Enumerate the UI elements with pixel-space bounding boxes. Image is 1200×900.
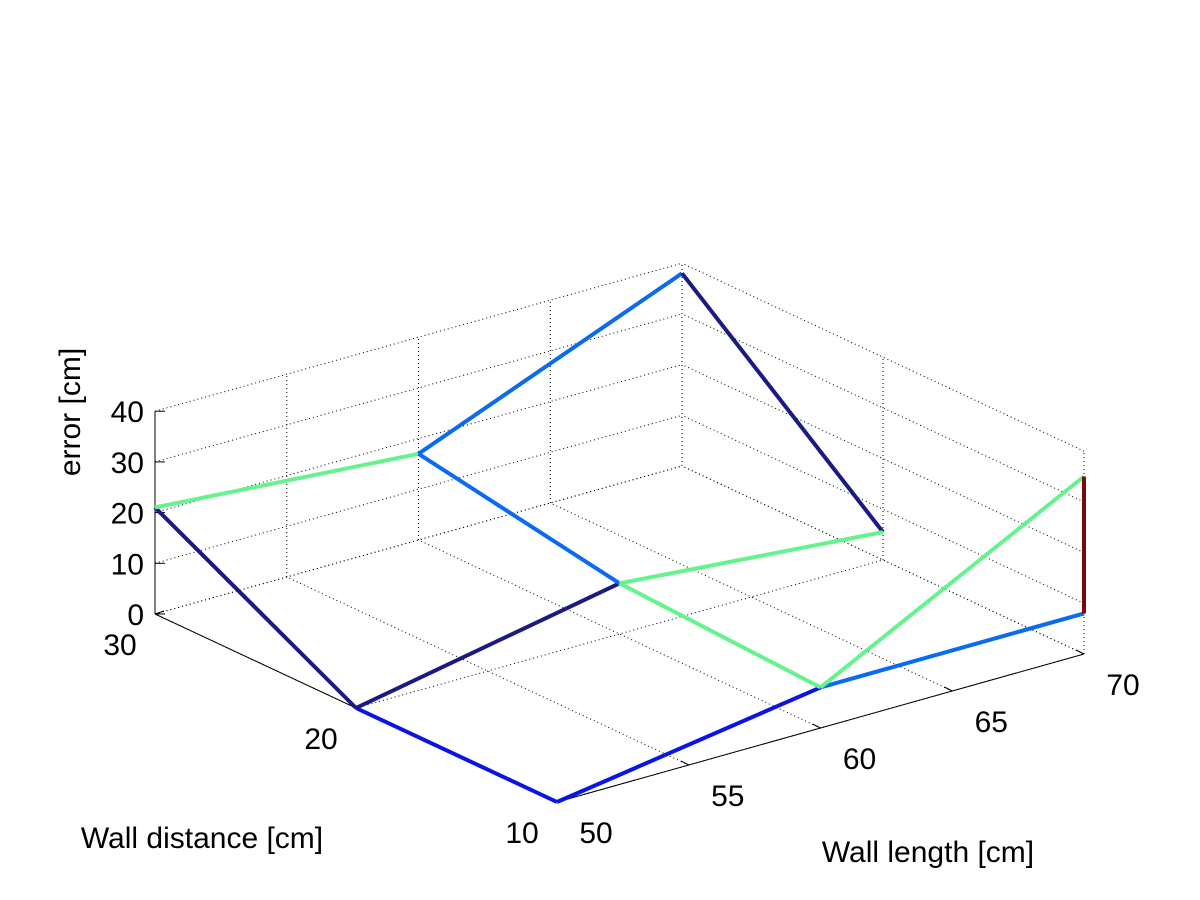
- data-segment: [680, 272, 885, 534]
- axes-layer: [154, 411, 1085, 803]
- back-wall-grid-line: [154, 414, 683, 564]
- y-tick-label: 10: [505, 817, 538, 850]
- back-wall-grid-line: [154, 465, 683, 615]
- x-tick-label: 65: [975, 706, 1008, 739]
- floor-grid-line: [355, 559, 884, 709]
- data-segment: [618, 581, 822, 690]
- floor-grid-line: [550, 502, 953, 692]
- grid-layer: [154, 262, 1085, 803]
- x-tick-mark: [680, 760, 690, 766]
- data-segment: [153, 506, 358, 710]
- data-segment: [355, 581, 621, 710]
- z-tick-label: 20: [111, 498, 144, 531]
- y-tick-label: 20: [304, 723, 337, 756]
- x-tick-label: 60: [843, 743, 876, 776]
- x-tick-label: 70: [1106, 669, 1139, 702]
- back-wall-grid-line: [154, 313, 683, 463]
- x-tick-mark: [1075, 649, 1085, 655]
- data-segment: [556, 685, 822, 804]
- data-segment: [355, 706, 558, 804]
- data-segment: [619, 530, 884, 586]
- x-tick-mark: [812, 723, 821, 729]
- y-tick-label: 30: [103, 629, 136, 662]
- x-axis-label: Wall length [cm]: [822, 836, 1034, 869]
- y-axis-label: Wall distance [cm]: [81, 822, 323, 855]
- x-tick-label: 50: [579, 817, 612, 850]
- z-tick-label: 40: [111, 396, 144, 429]
- back-wall-grid-line: [154, 262, 683, 412]
- data-segment: [154, 451, 419, 510]
- floor-grid-line: [418, 539, 821, 729]
- z-tick-label: 30: [111, 447, 144, 480]
- z-tick-label: 10: [111, 548, 144, 581]
- z-tick-label: 0: [127, 599, 144, 632]
- series-layer: [153, 271, 1086, 804]
- z-axis-label: error [cm]: [54, 348, 87, 476]
- data-segment: [417, 271, 684, 456]
- back-wall-grid-line: [154, 364, 683, 514]
- data-segment: [819, 611, 1085, 690]
- data-segment: [417, 452, 621, 585]
- data-segment: [819, 474, 1086, 689]
- x-tick-label: 55: [711, 780, 744, 813]
- x-tick-mark: [944, 686, 953, 692]
